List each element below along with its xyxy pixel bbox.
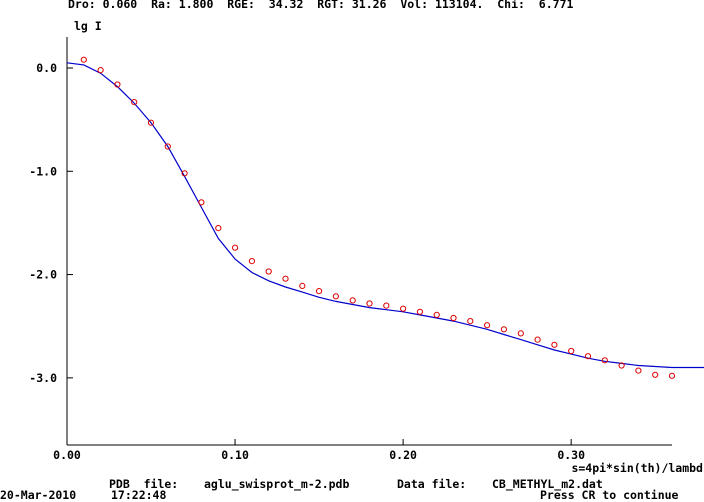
data-point: [551, 341, 558, 348]
y-tick-label: -3.0: [29, 371, 57, 385]
status-line: Dro: 0.060 Ra: 1.800 RGE: 34.32 RGT: 31.…: [68, 0, 574, 11]
fit-curve: [66, 62, 704, 369]
data-point: [248, 258, 255, 265]
data-file-label: Data file:: [397, 477, 467, 491]
x-tick-label: 0.10: [221, 448, 249, 462]
data-point: [500, 326, 507, 333]
data-point: [433, 311, 440, 318]
data-point: [147, 119, 155, 126]
data-point: [114, 81, 121, 88]
data-point: [467, 318, 474, 325]
pdb-file-name: aglu_swisprot_m-2.pdb: [204, 477, 350, 491]
pdb-file-label: PDB file:: [109, 477, 179, 491]
data-point: [450, 314, 457, 322]
data-point: [383, 302, 390, 309]
date-stamp: 20-Mar-2010: [0, 488, 77, 502]
data-point: [265, 268, 272, 275]
time-stamp: 17:22:48: [111, 488, 167, 502]
data-point: [668, 372, 676, 379]
data-point: [635, 367, 642, 374]
data-point: [517, 330, 524, 337]
data-point: [400, 305, 407, 312]
data-point: [652, 371, 659, 378]
data-point: [534, 336, 541, 343]
continue-prompt[interactable]: Press CR to continue: [540, 488, 679, 502]
x-axis-label: s=4pi*sin(th)/lambd: [571, 461, 703, 475]
data-file-name: CB_METHYL_m2.dat: [492, 477, 603, 491]
y-tick-label: 0.0: [36, 61, 57, 75]
data-point: [366, 300, 373, 307]
data-point: [215, 225, 222, 232]
data-point: [332, 293, 339, 300]
data-point: [282, 275, 289, 282]
data-point: [181, 170, 188, 177]
x-tick-label: 0.20: [389, 448, 417, 462]
axes: [66, 37, 672, 446]
tick-layer: 0.00 0.10 0.20 0.30 0.0 -1.0 -2.0 -3.0: [29, 61, 585, 462]
y-tick-label: -2.0: [29, 268, 57, 282]
data-point: [568, 347, 575, 355]
data-point: [316, 288, 323, 295]
x-tick-label: 0.00: [53, 448, 81, 462]
fit-curve-layer: [66, 62, 704, 369]
data-point: [618, 362, 625, 369]
data-point: [131, 99, 138, 106]
data-point: [349, 297, 356, 304]
data-point: [97, 67, 104, 74]
y-tick-label: -1.0: [29, 164, 57, 178]
x-tick-label: 0.30: [557, 448, 585, 462]
data-points-layer: [80, 56, 676, 379]
data-point: [601, 357, 608, 364]
data-point: [198, 199, 205, 206]
data-point: [164, 143, 171, 150]
data-point: [232, 244, 239, 251]
data-point: [584, 353, 592, 360]
data-point: [299, 282, 306, 289]
data-point: [416, 308, 423, 315]
y-axis-label: lg I: [74, 19, 102, 33]
data-point: [80, 56, 87, 63]
data-point: [484, 322, 491, 329]
